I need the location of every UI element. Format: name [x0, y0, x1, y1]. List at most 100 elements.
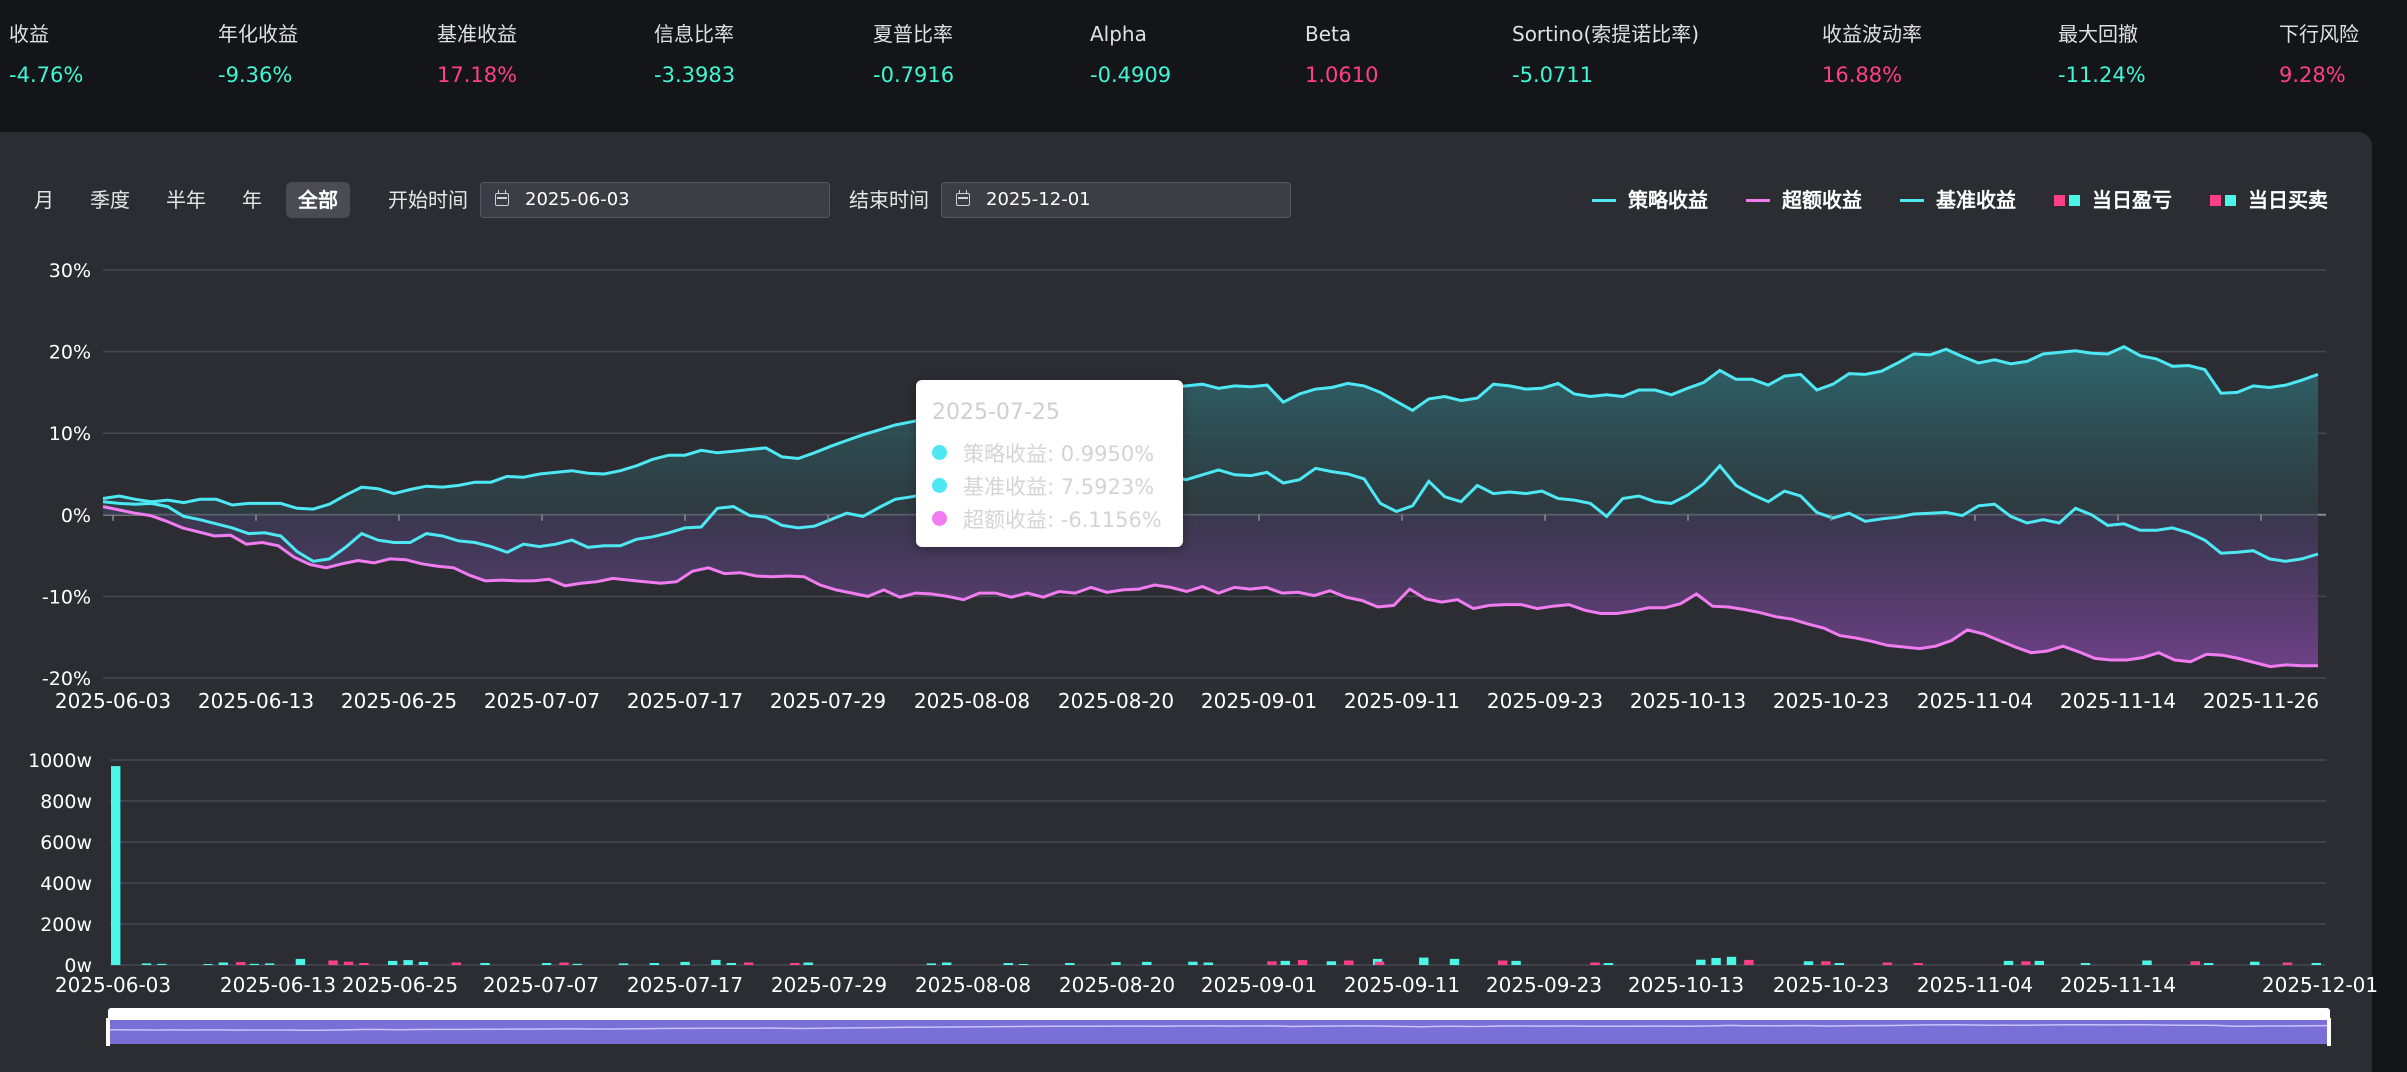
zoom-handle-right: [2327, 1018, 2331, 1046]
x-tick-label: 2025-07-29: [770, 689, 886, 713]
volume-bar: [451, 962, 461, 965]
period-tab-0[interactable]: 月: [34, 188, 54, 212]
x-tick-label: 2025-09-11: [1344, 973, 1460, 997]
end-date-input[interactable]: 2025-12-01: [941, 182, 1291, 218]
benchmark-area: [103, 346, 2318, 515]
volume-bar: [2203, 963, 2214, 965]
volume-bar: [2080, 963, 2091, 965]
x-tick-label: 2025-08-20: [1059, 973, 1175, 997]
volume-bar: [2250, 961, 2260, 965]
metric-value: -9.36%: [218, 63, 293, 87]
volume-bar: [141, 963, 152, 965]
volume-bar: [343, 961, 354, 965]
legend-label: 超额收益: [1782, 188, 1862, 212]
period-tab-1[interactable]: 季度: [90, 188, 130, 212]
volume-bar: [1267, 961, 1277, 965]
volume-bar: [680, 961, 690, 965]
legend-square-swatch: [2225, 194, 2236, 206]
x-tick-label: 2025-06-03: [55, 973, 171, 997]
x-tick-label: 2025-06-25: [341, 689, 457, 713]
metric-8: 收益波动率 16.88%: [1822, 20, 1922, 90]
y-tick-label: 20%: [49, 342, 91, 364]
volume-bar: [1111, 962, 1121, 965]
volume-bar: [249, 963, 259, 965]
end-date-value: 2025-12-01: [986, 189, 1091, 210]
tooltip-dot: [932, 478, 947, 493]
legend-item-1[interactable]: 超额收益: [1746, 188, 1862, 212]
metric-10: 下行风险 9.28%: [2279, 20, 2359, 90]
x-tick-label: 2025-07-29: [771, 973, 887, 997]
volume-bar: [359, 963, 369, 965]
volume-bar: [1065, 963, 1075, 965]
y-tick-label: 0w: [64, 955, 92, 977]
metric-7: Sortino(索提诺比率) -5.0711: [1512, 20, 1699, 90]
volume-bar: [572, 963, 583, 965]
start-date-input[interactable]: 2025-06-03: [480, 182, 830, 218]
legend-line-swatch: [1746, 198, 1770, 202]
volume-bar: [157, 963, 167, 965]
legend-item-4[interactable]: 当日买卖: [2210, 188, 2328, 212]
x-tick-label: 2025-07-07: [484, 689, 600, 713]
period-tab-2[interactable]: 半年: [166, 188, 206, 212]
volume-bar: [2142, 960, 2152, 965]
metric-9: 最大回撤 -11.24%: [2058, 20, 2146, 90]
x-tick-label: 2025-09-01: [1201, 689, 1317, 713]
volume-bar: [1344, 960, 1354, 965]
volume-bar: [264, 963, 275, 965]
legend-square-swatch: [2054, 194, 2065, 206]
x-tick-label: 2025-11-26: [2203, 689, 2319, 713]
legend-label: 基准收益: [1936, 188, 2016, 212]
metric-3: 信息比率 -3.3983: [654, 20, 735, 90]
volume-bar: [388, 960, 398, 965]
x-tick-label: 2025-09-23: [1486, 973, 1602, 997]
volume-bar: [1142, 961, 1152, 965]
volume-bar: [726, 963, 736, 965]
volume-bar: [1449, 958, 1460, 965]
legend-item-0[interactable]: 策略收益: [1592, 188, 1708, 212]
tooltip-row-benchmark: 基准收益: 7.5923%: [932, 469, 1167, 502]
metric-value: 1.0610: [1305, 63, 1379, 87]
metric-value: -4.76%: [9, 63, 84, 87]
metric-2: 基准收益 17.18%: [437, 20, 517, 90]
x-tick-label: 2025-06-25: [342, 973, 458, 997]
tooltip-strategy-text: 策略收益: 0.9950%: [963, 441, 1155, 466]
tooltip-dot: [932, 445, 947, 460]
volume-bar: [1603, 963, 1614, 965]
legend-item-2[interactable]: 基准收益: [1900, 188, 2016, 212]
x-tick-label: 2025-10-23: [1773, 689, 1889, 713]
y-tick-label: -20%: [42, 668, 91, 690]
volume-bar: [2190, 961, 2200, 965]
y-tick-label: 200w: [40, 914, 92, 936]
metric-label: 收益: [9, 22, 49, 46]
volume-bar: [1297, 960, 1308, 965]
y-tick-label: 10%: [49, 423, 91, 445]
x-tick-label: 2025-12-01: [2262, 973, 2378, 997]
legend-square-swatch: [2069, 194, 2080, 206]
x-tick-label: 2025-06-13: [220, 973, 336, 997]
calendar-icon: [495, 190, 509, 206]
metric-label: Alpha: [1090, 22, 1147, 46]
volume-bar: [2034, 960, 2044, 965]
volume-bar: [743, 962, 754, 965]
x-tick-label: 2025-11-04: [1917, 973, 2033, 997]
y-tick-label: 0%: [61, 505, 91, 527]
volume-bar: [1188, 961, 1198, 965]
metric-label: 基准收益: [437, 22, 517, 46]
legend-square-swatch: [2210, 194, 2221, 206]
period-tab-3[interactable]: 年: [242, 188, 262, 212]
volume-bar: [203, 964, 213, 965]
volume-bar: [2282, 962, 2293, 965]
period-tabs: 月 季度 半年 年全部: [22, 182, 362, 218]
start-date-label: 开始时间: [388, 188, 468, 212]
metric-5: Alpha -0.4909: [1090, 20, 1171, 90]
metric-0: 收益 -4.76%: [9, 20, 83, 90]
start-date-value: 2025-06-03: [525, 189, 630, 210]
volume-bar: [218, 962, 229, 965]
volume-bar: [1498, 960, 1508, 965]
y-tick-label: 400w: [40, 873, 92, 895]
legend-item-3[interactable]: 当日盈亏: [2054, 188, 2172, 212]
period-tab-4[interactable]: 全部: [286, 182, 350, 218]
x-tick-label: 2025-08-08: [914, 689, 1030, 713]
volume-bar: [1590, 962, 1600, 965]
